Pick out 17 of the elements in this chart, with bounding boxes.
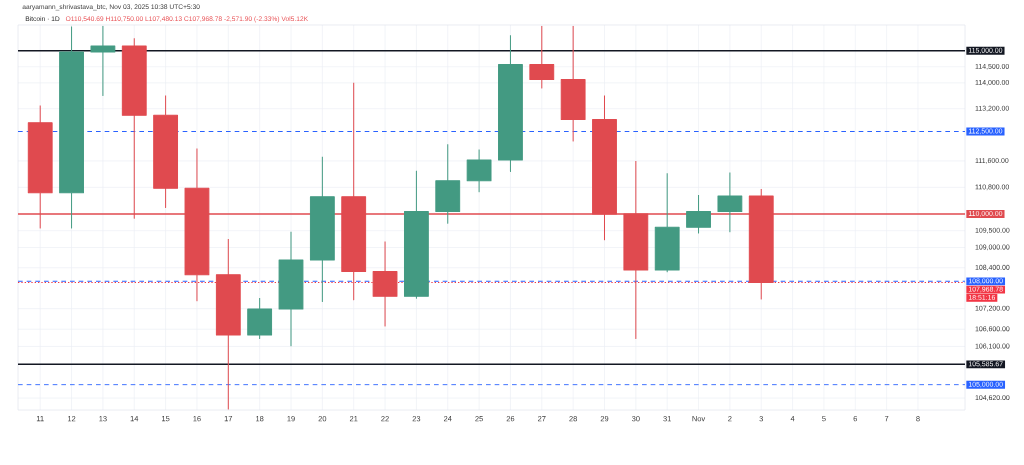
- candlestick: [90, 25, 116, 96]
- candlestick: [529, 25, 555, 89]
- candlestick: [654, 172, 680, 273]
- candlestick: [215, 238, 241, 410]
- candlestick: [403, 170, 429, 299]
- candlestick: [278, 231, 304, 347]
- candlestick: [717, 171, 743, 233]
- candlestick: [560, 25, 586, 142]
- candlestick: [153, 94, 179, 209]
- candlestick: [247, 297, 273, 340]
- candlestick: [435, 143, 461, 224]
- candlestick: [498, 34, 523, 172]
- candlestick: [686, 194, 711, 234]
- candlestick: [466, 148, 492, 193]
- candlestick: [59, 26, 84, 229]
- candlestick: [309, 156, 335, 302]
- candlestick: [372, 240, 398, 327]
